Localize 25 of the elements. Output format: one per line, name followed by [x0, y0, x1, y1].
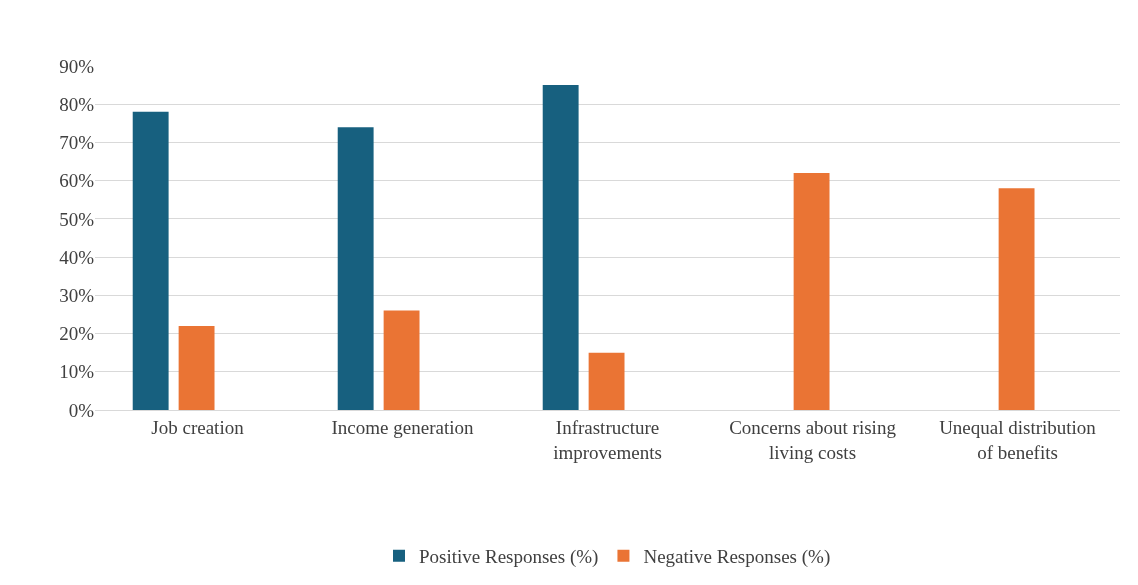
- legend-label: Negative Responses (%): [643, 546, 831, 569]
- y-tick-label: 80%: [59, 93, 95, 115]
- bar: [383, 310, 420, 410]
- bar: [588, 352, 625, 410]
- y-tick-label: 20%: [59, 323, 95, 345]
- y-tick-label: 90%: [59, 55, 95, 77]
- y-tick-label: 40%: [59, 246, 95, 268]
- x-tick-label: Concerns about rising living costs: [729, 416, 897, 463]
- y-tick-label: 60%: [59, 170, 95, 192]
- y-tick-label: 70%: [59, 132, 95, 154]
- bar: [542, 85, 579, 410]
- x-tick-label: Job creation: [151, 416, 245, 438]
- x-tick-label: Unequal distribution of benefits: [939, 416, 1097, 463]
- y-tick-label: 50%: [59, 208, 95, 230]
- x-tick-label: Income generation: [331, 416, 474, 438]
- y-tick-label: 0%: [68, 399, 95, 421]
- bar: [793, 173, 830, 410]
- y-tick-label: 10%: [59, 361, 95, 383]
- bar: [178, 325, 215, 410]
- bar: [132, 111, 169, 410]
- bar: [998, 188, 1035, 410]
- bar: [337, 127, 374, 410]
- y-tick-label: 30%: [59, 284, 95, 306]
- x-tick-label: Infrastructure improvements: [553, 416, 662, 463]
- legend-label: Positive Responses (%): [419, 546, 599, 569]
